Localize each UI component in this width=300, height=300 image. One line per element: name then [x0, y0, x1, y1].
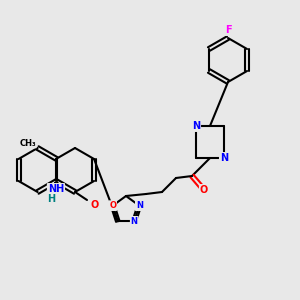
Text: N: N: [192, 121, 200, 131]
Text: N: N: [136, 201, 143, 210]
Text: F: F: [225, 25, 231, 35]
Text: N: N: [220, 153, 228, 163]
Text: N: N: [131, 217, 138, 226]
Text: CH₃: CH₃: [19, 139, 36, 148]
Text: H: H: [47, 194, 55, 204]
Text: O: O: [109, 201, 116, 210]
Text: O: O: [200, 185, 208, 195]
Text: NH: NH: [48, 184, 64, 194]
Text: O: O: [91, 200, 99, 210]
